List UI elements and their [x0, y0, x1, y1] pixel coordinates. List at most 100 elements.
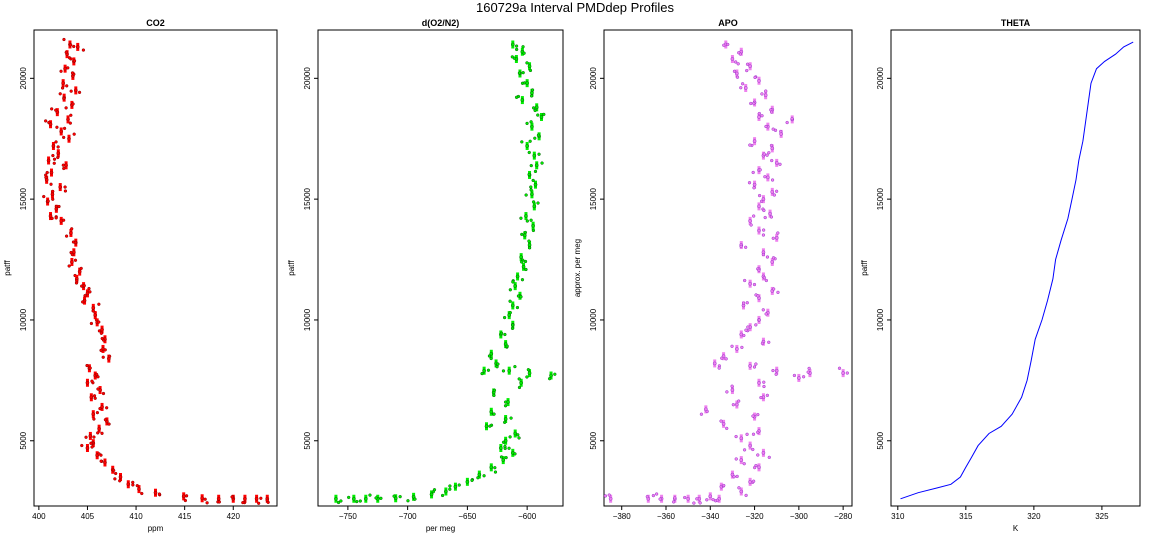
data-point — [183, 498, 188, 503]
data-point — [757, 380, 761, 385]
data-point — [413, 497, 417, 501]
data-point — [504, 455, 508, 460]
data-point — [495, 365, 499, 369]
data-point — [60, 86, 65, 90]
data-point — [477, 472, 482, 477]
data-point — [742, 301, 746, 305]
data-point — [764, 89, 768, 93]
y-tick-label: 15000 — [303, 187, 312, 210]
data-point — [492, 412, 496, 416]
data-point — [339, 499, 343, 503]
data-point — [46, 199, 50, 203]
x-axis-label: ppm — [148, 524, 164, 533]
y-axis-label: approx. per meg — [573, 239, 582, 297]
data-point — [44, 175, 48, 180]
data-point — [62, 166, 66, 171]
data-point — [792, 373, 797, 378]
data-point — [511, 323, 515, 327]
data-point — [496, 362, 500, 366]
data-point — [742, 333, 746, 338]
data-point — [515, 305, 520, 310]
y-tick-label: 20000 — [876, 67, 885, 90]
data-point — [520, 278, 525, 282]
data-point — [530, 90, 534, 95]
data-point — [97, 426, 101, 431]
data-point — [765, 255, 770, 259]
data-point — [105, 406, 109, 410]
data-point — [739, 458, 744, 462]
data-point — [493, 466, 497, 470]
series-points — [334, 40, 557, 505]
data-point — [740, 345, 744, 350]
data-point — [774, 161, 779, 165]
data-point — [529, 185, 533, 189]
data-point — [508, 288, 512, 292]
data-point — [95, 372, 99, 377]
data-point — [754, 362, 758, 366]
data-point — [770, 178, 775, 182]
data-point — [513, 452, 517, 456]
data-point — [56, 155, 60, 160]
data-point — [533, 182, 538, 187]
data-point — [51, 189, 55, 194]
data-point — [761, 228, 766, 232]
data-point — [243, 496, 247, 501]
data-point — [45, 170, 49, 175]
data-point — [457, 483, 461, 487]
data-point — [533, 108, 537, 113]
data-point — [71, 102, 75, 106]
data-point — [770, 146, 775, 151]
data-point — [92, 394, 97, 398]
data-point — [744, 245, 748, 249]
data-point — [532, 204, 537, 209]
data-point — [499, 331, 504, 335]
data-point — [42, 194, 46, 199]
data-point — [762, 208, 766, 213]
data-point — [69, 89, 73, 93]
data-point — [756, 453, 760, 457]
data-point — [91, 309, 95, 313]
data-point — [80, 443, 84, 448]
x-tick-label: −380 — [613, 512, 632, 521]
data-point — [757, 193, 762, 198]
data-point — [774, 189, 779, 193]
data-point — [527, 246, 532, 250]
panel-title: THETA — [1001, 18, 1031, 28]
data-point — [101, 391, 106, 396]
data-point — [510, 55, 514, 59]
data-point — [753, 75, 757, 80]
data-point — [520, 98, 525, 102]
data-point — [708, 494, 713, 499]
data-point — [73, 88, 78, 93]
data-point — [97, 320, 101, 324]
data-point — [444, 489, 448, 494]
data-point — [740, 82, 745, 86]
x-tick-label: −320 — [746, 512, 765, 521]
data-point — [100, 336, 104, 341]
data-point — [503, 420, 507, 425]
data-point — [519, 216, 523, 220]
data-point — [523, 230, 528, 235]
data-point — [748, 443, 752, 448]
data-point — [66, 117, 70, 122]
data-point — [465, 479, 470, 484]
data-point — [69, 250, 73, 255]
data-point — [84, 435, 88, 439]
data-point — [501, 458, 506, 462]
data-point — [49, 182, 53, 186]
data-point — [748, 281, 752, 286]
y-axis-label: patff — [860, 260, 869, 276]
data-point — [140, 491, 144, 496]
data-point — [107, 354, 112, 358]
data-point — [524, 267, 528, 272]
data-point — [525, 121, 529, 126]
data-point — [762, 384, 766, 389]
data-point — [77, 269, 82, 274]
data-point — [58, 92, 62, 96]
data-point — [56, 145, 60, 149]
data-point — [531, 228, 536, 233]
data-point — [503, 417, 508, 421]
data-point — [699, 412, 704, 416]
data-point — [536, 133, 541, 137]
data-point — [508, 299, 512, 303]
